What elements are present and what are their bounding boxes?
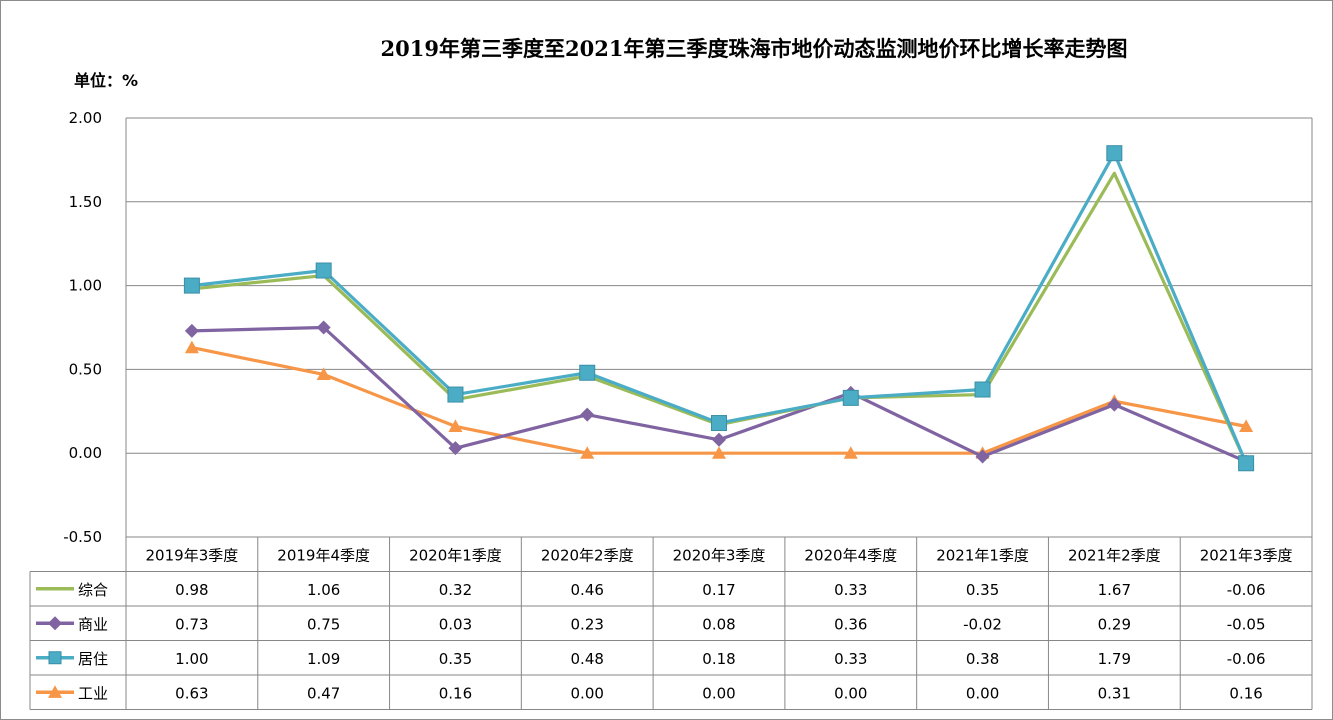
data-point bbox=[580, 407, 595, 422]
table-value: 0.75 bbox=[307, 615, 340, 633]
data-point bbox=[1107, 397, 1122, 412]
table-value: 0.98 bbox=[175, 581, 208, 599]
unit-label: 单位：% bbox=[74, 71, 138, 90]
table-value: -0.05 bbox=[1227, 615, 1266, 633]
table-value: 1.00 bbox=[175, 650, 208, 668]
table-value: 0.35 bbox=[439, 650, 472, 668]
data-point bbox=[183, 277, 200, 294]
data-point bbox=[316, 320, 331, 335]
table-value: 0.48 bbox=[571, 650, 604, 668]
chart-title: 2019年第三季度至2021年第三季度珠海市地价动态监测地价环比增长率走势图 bbox=[381, 36, 1128, 61]
data-point bbox=[712, 432, 726, 447]
x-category-label: 2020年3季度 bbox=[673, 546, 766, 564]
x-category-label: 2019年3季度 bbox=[146, 546, 239, 564]
data-point bbox=[712, 446, 726, 459]
y-tick-label: 2.00 bbox=[69, 109, 102, 127]
table-value: 0.33 bbox=[834, 581, 867, 599]
table-value: 0.23 bbox=[571, 615, 604, 633]
table-value: 1.06 bbox=[307, 581, 340, 599]
x-category-label: 2020年2季度 bbox=[541, 546, 634, 564]
y-tick-label: 1.50 bbox=[69, 193, 102, 211]
data-point bbox=[48, 685, 62, 698]
legend-label: 居住 bbox=[78, 650, 108, 668]
table-value: 0.32 bbox=[439, 581, 472, 599]
table-value: -0.06 bbox=[1227, 581, 1266, 599]
table-value: -0.06 bbox=[1227, 650, 1266, 668]
table-value: 0.08 bbox=[702, 615, 735, 633]
data-point bbox=[315, 262, 332, 279]
table-value: 0.36 bbox=[834, 615, 867, 633]
table-value: 0.00 bbox=[966, 684, 999, 702]
data-point bbox=[316, 367, 331, 381]
x-category-label: 2021年1季度 bbox=[936, 546, 1029, 564]
x-category-label: 2020年1季度 bbox=[409, 546, 502, 564]
table-value: 0.00 bbox=[702, 684, 735, 702]
table-value: 1.79 bbox=[1098, 650, 1131, 668]
table-value: 0.47 bbox=[307, 684, 340, 702]
data-point bbox=[448, 441, 463, 456]
table-value: -0.02 bbox=[963, 615, 1002, 633]
table-value: 0.00 bbox=[571, 684, 604, 702]
data-point bbox=[184, 340, 199, 354]
x-category-label: 2021年3季度 bbox=[1200, 546, 1293, 564]
y-axis: 2.00 1.50 1.00 0.50 0.00 -0.50 bbox=[63, 109, 1313, 546]
gridlines bbox=[126, 117, 1312, 454]
x-category-label: 2020年4季度 bbox=[804, 546, 897, 564]
table-value: 0.17 bbox=[702, 581, 735, 599]
data-point bbox=[974, 381, 991, 398]
x-category-label: 2021年2季度 bbox=[1068, 546, 1161, 564]
legend-label: 综合 bbox=[78, 581, 108, 599]
y-tick-label: 1.00 bbox=[69, 277, 102, 295]
series-lines bbox=[183, 145, 1255, 472]
data-point bbox=[48, 616, 62, 631]
data-point bbox=[448, 419, 463, 432]
legend-label: 工业 bbox=[78, 684, 108, 702]
data-point bbox=[843, 446, 858, 459]
table-value: 1.09 bbox=[307, 650, 340, 668]
table-value: 0.73 bbox=[175, 615, 208, 633]
legend-label: 商业 bbox=[78, 615, 108, 633]
table-value: 0.31 bbox=[1098, 684, 1131, 702]
table-value: 0.29 bbox=[1098, 615, 1131, 633]
table-value: 0.33 bbox=[834, 650, 867, 668]
table-value: 0.46 bbox=[571, 581, 604, 599]
data-point bbox=[975, 449, 990, 464]
data-point bbox=[48, 651, 62, 665]
data-point bbox=[1106, 145, 1123, 162]
table-value: 1.67 bbox=[1098, 581, 1131, 599]
table-value: 0.35 bbox=[966, 581, 999, 599]
y-tick-label: -0.50 bbox=[63, 528, 102, 546]
data-point bbox=[447, 386, 464, 403]
data-point bbox=[184, 323, 199, 338]
table-value: 0.03 bbox=[439, 615, 472, 633]
x-category-label: 2019年4季度 bbox=[277, 546, 370, 564]
table-value: 0.38 bbox=[966, 650, 999, 668]
y-tick-label: 0.00 bbox=[69, 444, 102, 462]
table-value: 0.16 bbox=[439, 684, 472, 702]
table-value: 0.63 bbox=[175, 684, 208, 702]
data-point bbox=[580, 446, 595, 459]
data-point bbox=[1239, 419, 1254, 432]
table-value: 0.18 bbox=[702, 650, 735, 668]
y-tick-label: 0.50 bbox=[69, 360, 102, 378]
data-table: 2019年3季度 2019年4季度 2020年1季度 2020年2季度 2020年3季度… bbox=[29, 536, 1313, 710]
data-point bbox=[1238, 455, 1255, 472]
data-point bbox=[711, 415, 727, 432]
data-point bbox=[579, 364, 596, 381]
data-point bbox=[842, 389, 859, 406]
table-value: 0.00 bbox=[834, 684, 867, 702]
table-value: 0.16 bbox=[1229, 684, 1262, 702]
